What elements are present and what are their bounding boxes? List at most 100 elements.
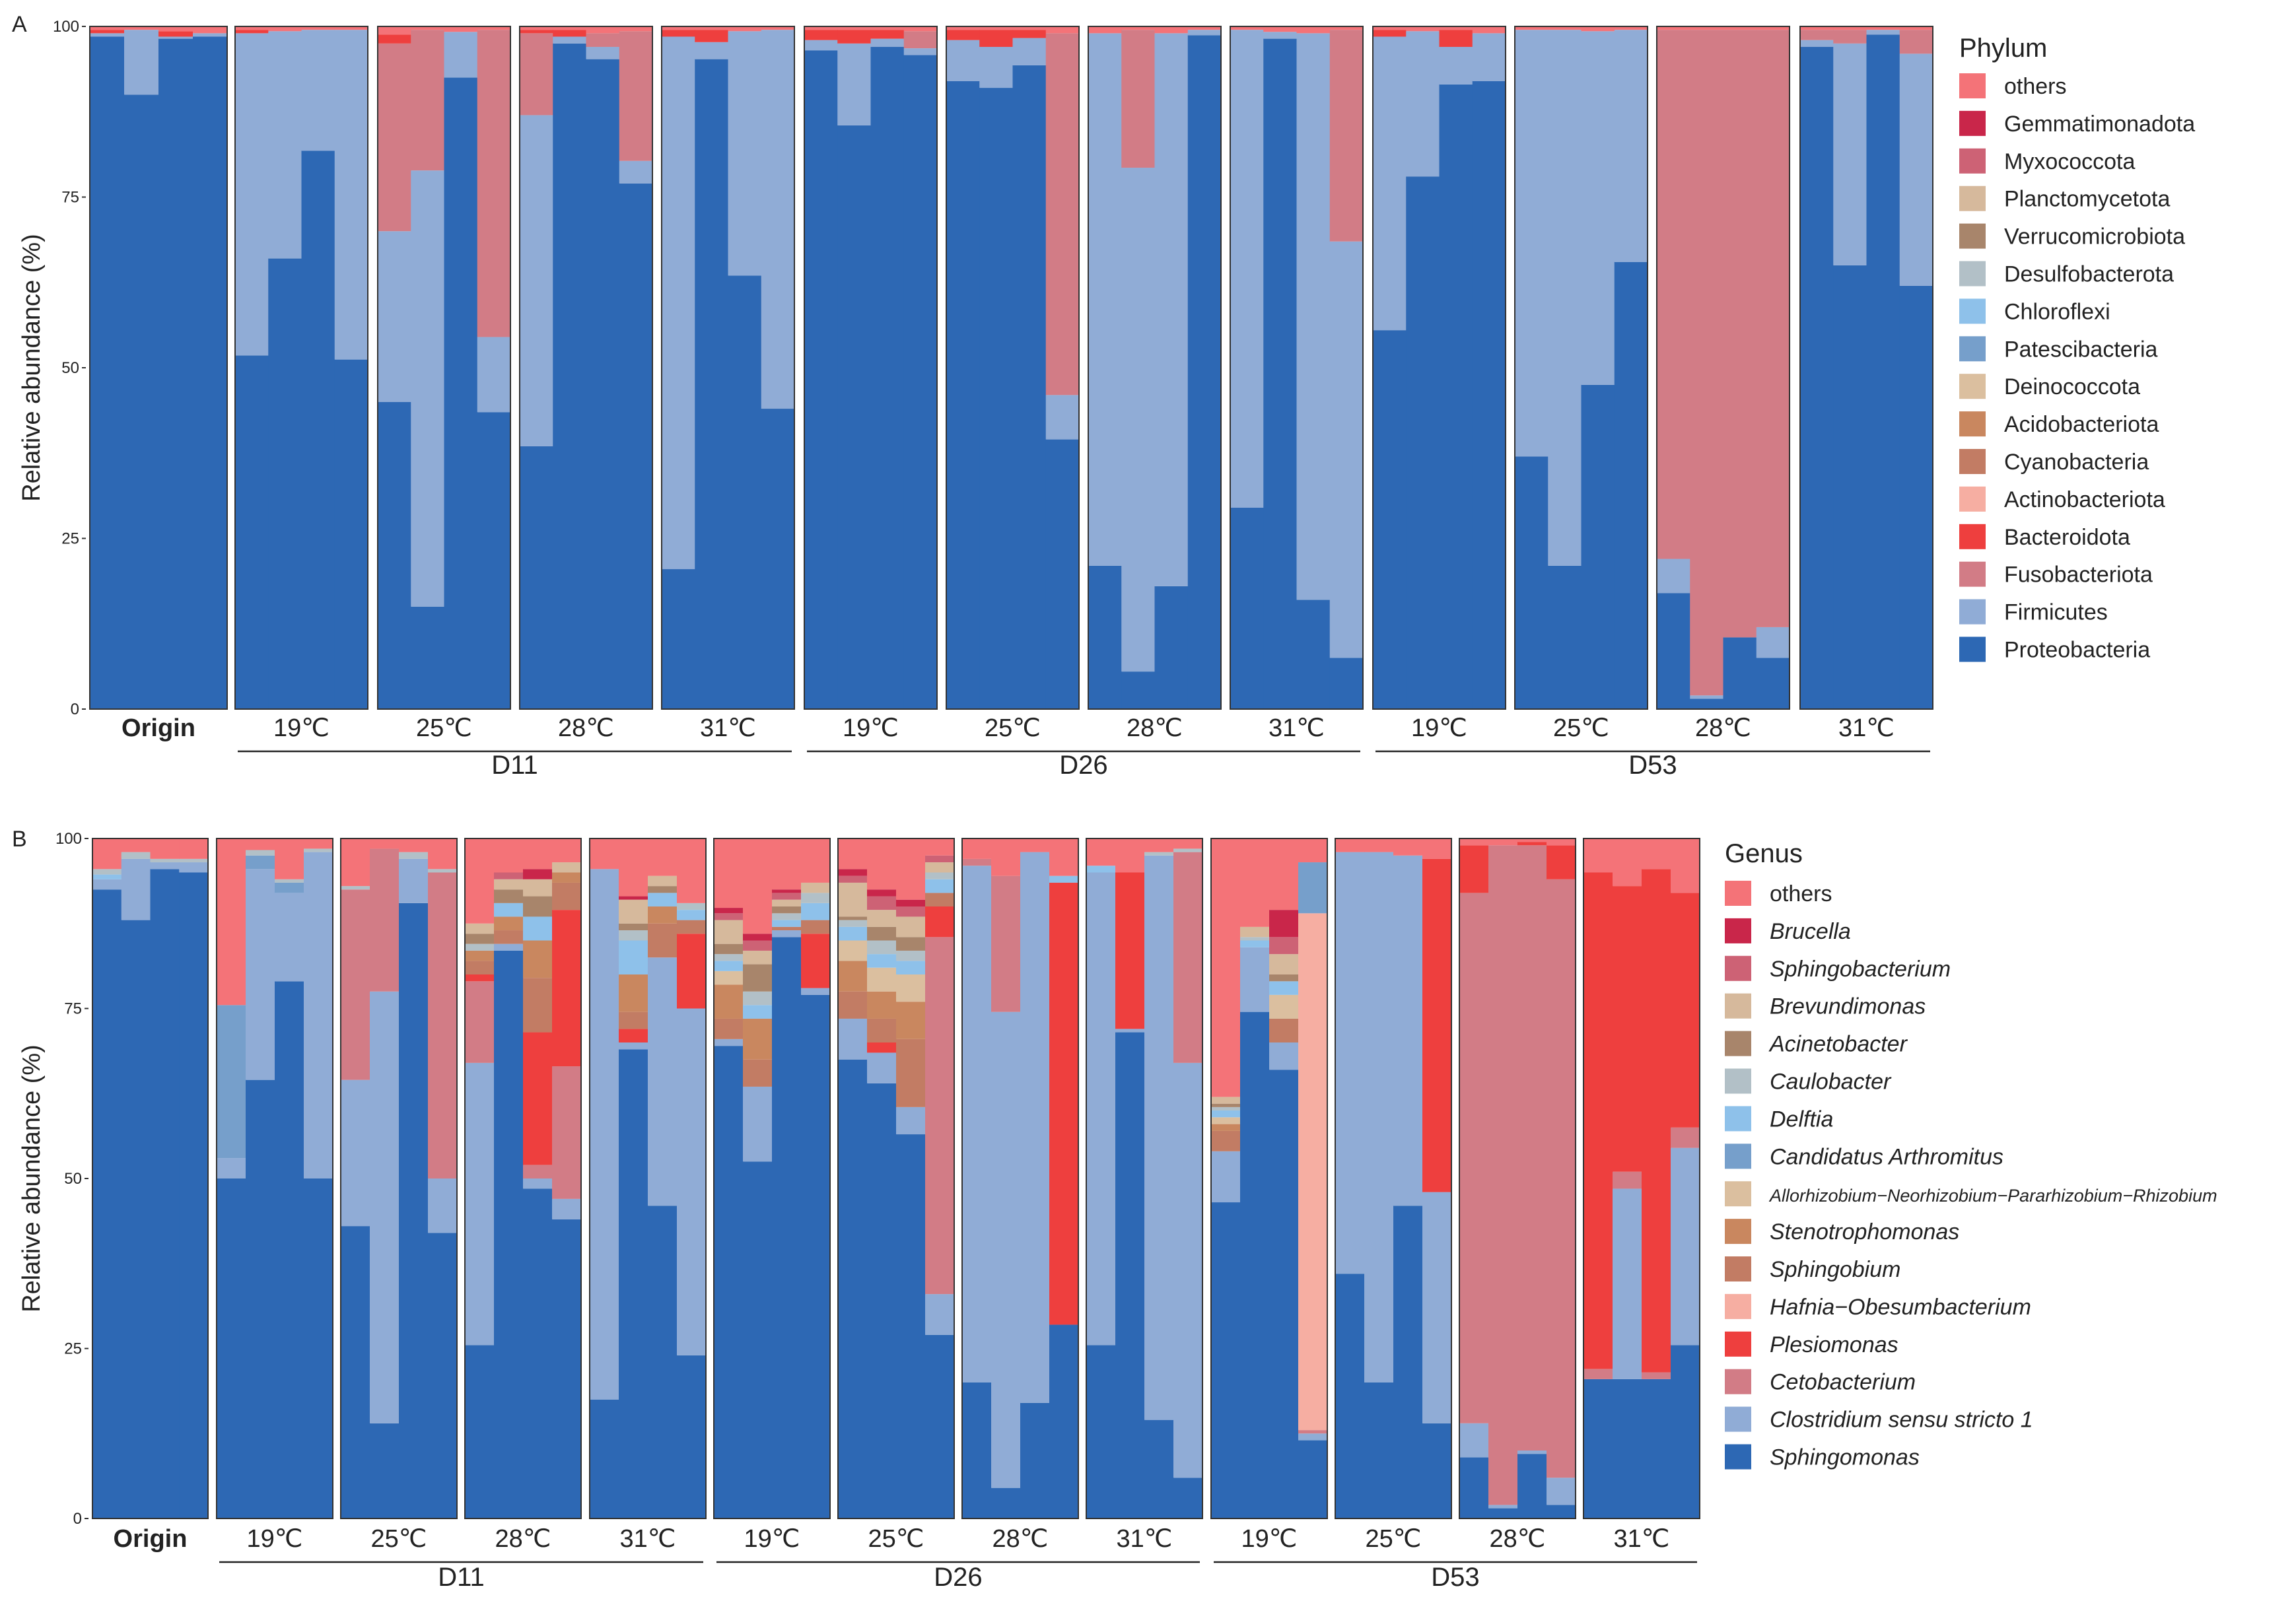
bar-segment	[743, 991, 773, 1006]
bar-segment	[801, 893, 831, 903]
bar-segment	[586, 26, 620, 34]
bar-segment	[494, 879, 524, 890]
bar-stack	[761, 26, 795, 709]
bar-segment	[1833, 265, 1867, 709]
bar-segment	[246, 869, 275, 1080]
bar-segment	[552, 872, 582, 883]
legend-label: Sphingobacterium	[1770, 957, 1951, 982]
legend-swatch	[1725, 1256, 1751, 1281]
bar-segment	[179, 872, 209, 1519]
bar-segment	[1657, 30, 1690, 559]
bar-segment	[925, 937, 955, 1295]
bar-segment	[1393, 855, 1423, 1206]
bar-segment	[1211, 1130, 1241, 1151]
bar-segment	[1614, 261, 1648, 710]
bar-segment	[804, 50, 838, 709]
bar-segment	[275, 893, 304, 982]
bar-segment	[590, 1399, 619, 1519]
bar-segment	[465, 934, 495, 944]
legend-swatch	[1725, 993, 1751, 1019]
bar-segment	[411, 606, 445, 709]
bar-stack	[334, 26, 368, 709]
facet-temp-label: 31℃	[1269, 714, 1325, 742]
bar-segment	[121, 858, 151, 920]
bar-segment	[1187, 35, 1222, 709]
bar-stack	[903, 26, 938, 710]
bar-segment	[378, 43, 411, 232]
facet-frame	[589, 838, 707, 1519]
legend-swatch	[1725, 1219, 1751, 1245]
bar-segment	[1049, 875, 1079, 883]
bar-segment	[1393, 1206, 1423, 1519]
bar-stack	[1406, 26, 1440, 710]
facet-frame	[1514, 26, 1648, 710]
bar-segment	[1329, 658, 1364, 709]
bar-segment	[1211, 1097, 1241, 1104]
legend-swatch	[1725, 881, 1751, 906]
legend-swatch	[1725, 1406, 1751, 1432]
bar-stack	[494, 838, 524, 1519]
legend-label: Delftia	[1770, 1107, 1833, 1132]
bar-segment	[677, 920, 707, 934]
bar-stack	[1517, 838, 1547, 1519]
bar-segment	[801, 903, 831, 920]
bar-segment	[946, 26, 980, 30]
bar-segment	[1547, 1505, 1576, 1519]
bar-segment	[1230, 26, 1264, 30]
bar-segment	[341, 886, 370, 890]
bar-segment	[1240, 940, 1270, 947]
bar-segment	[341, 1079, 370, 1227]
facet-frame	[234, 26, 368, 710]
bar-segment	[837, 30, 872, 44]
legend-label: Desulfobacterota	[2004, 262, 2174, 287]
bar-segment	[801, 838, 831, 883]
bar-segment	[1020, 838, 1050, 852]
bar-segment	[772, 906, 802, 914]
bar-segment	[837, 125, 872, 709]
bar-segment	[1517, 838, 1547, 842]
bar-stack	[648, 838, 678, 1519]
bar-stack	[1187, 26, 1222, 709]
bar-stack	[411, 26, 445, 709]
legend-swatch	[1959, 223, 1986, 249]
bar-segment	[334, 359, 368, 709]
y-tick-label: 50	[64, 1170, 82, 1188]
legend-label: Sphingomonas	[1770, 1445, 1920, 1470]
bar-stack	[1866, 26, 1900, 709]
legend-title: Phylum	[1959, 34, 2047, 63]
facet-temp-label: 19℃	[1411, 714, 1467, 742]
bar-segment	[1547, 845, 1576, 879]
facet-temp-label: 31℃	[1117, 1525, 1173, 1553]
bar-segment	[92, 889, 122, 1519]
bar-stack	[1373, 26, 1407, 709]
bar-segment	[714, 961, 744, 971]
bar-segment	[370, 848, 400, 992]
bar-segment	[619, 940, 648, 974]
bar-segment	[590, 838, 619, 870]
bar-stack	[619, 838, 648, 1519]
bar-segment	[1756, 30, 1790, 627]
bar-segment	[1364, 838, 1394, 852]
facet-12: 31℃	[1583, 838, 1700, 1553]
bar-segment	[695, 26, 729, 30]
bar-segment	[552, 1219, 582, 1519]
bar-segment	[662, 569, 695, 709]
facet-11: 28℃	[1656, 26, 1790, 742]
facet-frame	[837, 838, 955, 1519]
bar-segment	[804, 30, 838, 40]
bar-segment	[1373, 36, 1407, 331]
facet-4: 31℃	[661, 26, 795, 742]
bar-segment	[979, 47, 1014, 88]
facet-temp-label: 25℃	[416, 714, 472, 742]
bar-segment	[341, 1226, 370, 1519]
bar-segment	[1211, 1107, 1241, 1110]
bar-segment	[619, 896, 648, 900]
bar-segment	[1230, 507, 1264, 709]
bar-segment	[1515, 30, 1548, 457]
bar-segment	[695, 42, 729, 59]
bar-segment	[150, 869, 180, 1519]
bar-segment	[90, 33, 125, 37]
bar-segment	[92, 838, 122, 870]
facet-2: 25℃	[377, 26, 511, 742]
legend-swatch	[1959, 449, 1986, 474]
